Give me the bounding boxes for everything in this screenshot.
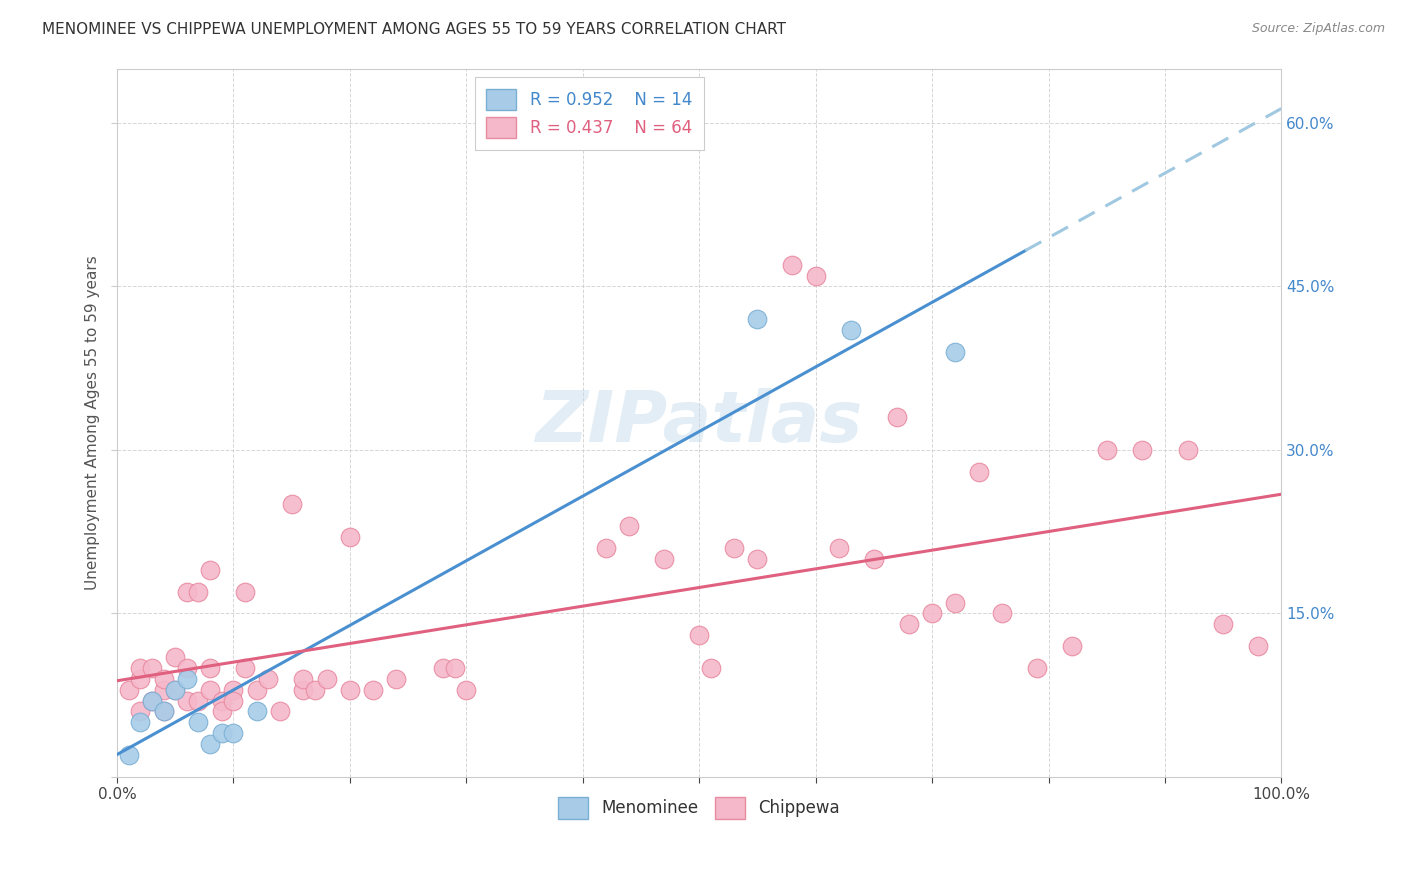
Point [700, 661, 723, 675]
Text: MENOMINEE VS CHIPPEWA UNEMPLOYMENT AMONG AGES 55 TO 59 YEARS CORRELATION CHART: MENOMINEE VS CHIPPEWA UNEMPLOYMENT AMONG… [42, 22, 786, 37]
Point [292, 682, 315, 697]
Point [747, 312, 769, 326]
Point [211, 726, 233, 740]
Point [198, 682, 221, 697]
Point [129, 715, 152, 730]
Point [1130, 442, 1153, 457]
Point [176, 693, 198, 707]
Point [804, 268, 827, 283]
Point [361, 682, 384, 697]
Point [176, 584, 198, 599]
Point [339, 530, 361, 544]
Point [886, 410, 908, 425]
Point [198, 661, 221, 675]
Point [688, 628, 710, 642]
Y-axis label: Unemployment Among Ages 55 to 59 years: Unemployment Among Ages 55 to 59 years [86, 255, 100, 591]
Point [292, 672, 315, 686]
Point [129, 661, 152, 675]
Point [141, 661, 163, 675]
Point [723, 541, 745, 555]
Point [165, 682, 187, 697]
Point [897, 617, 920, 632]
Point [652, 552, 675, 566]
Point [152, 705, 174, 719]
Point [839, 323, 862, 337]
Point [921, 607, 943, 621]
Point [198, 737, 221, 751]
Text: ZIPatlas: ZIPatlas [536, 388, 863, 458]
Point [991, 607, 1014, 621]
Point [257, 672, 280, 686]
Point [943, 344, 966, 359]
Point [1212, 617, 1234, 632]
Point [863, 552, 886, 566]
Point [198, 563, 221, 577]
Point [269, 705, 291, 719]
Point [1060, 639, 1083, 653]
Point [141, 693, 163, 707]
Point [967, 465, 990, 479]
Point [211, 693, 233, 707]
Point [456, 682, 478, 697]
Point [747, 552, 769, 566]
Point [1025, 661, 1047, 675]
Point [385, 672, 408, 686]
Point [943, 595, 966, 609]
Text: Source: ZipAtlas.com: Source: ZipAtlas.com [1251, 22, 1385, 36]
Point [432, 661, 454, 675]
Point [117, 747, 139, 762]
Point [117, 682, 139, 697]
Point [187, 693, 209, 707]
Point [152, 682, 174, 697]
Legend: Menominee, Chippewa: Menominee, Chippewa [551, 790, 846, 825]
Point [222, 693, 245, 707]
Point [1177, 442, 1199, 457]
Point [246, 682, 269, 697]
Point [443, 661, 465, 675]
Point [280, 497, 302, 511]
Point [233, 661, 256, 675]
Point [176, 661, 198, 675]
Point [176, 672, 198, 686]
Point [595, 541, 617, 555]
Point [619, 519, 641, 533]
Point [187, 715, 209, 730]
Point [233, 584, 256, 599]
Point [187, 584, 209, 599]
Point [1247, 639, 1270, 653]
Point [1095, 442, 1118, 457]
Point [828, 541, 851, 555]
Point [782, 258, 804, 272]
Point [165, 650, 187, 665]
Point [222, 726, 245, 740]
Point [315, 672, 337, 686]
Point [246, 705, 269, 719]
Point [129, 705, 152, 719]
Point [129, 672, 152, 686]
Point [152, 705, 174, 719]
Point [339, 682, 361, 697]
Point [165, 682, 187, 697]
Point [141, 693, 163, 707]
Point [152, 672, 174, 686]
Point [211, 705, 233, 719]
Point [304, 682, 326, 697]
Point [222, 682, 245, 697]
